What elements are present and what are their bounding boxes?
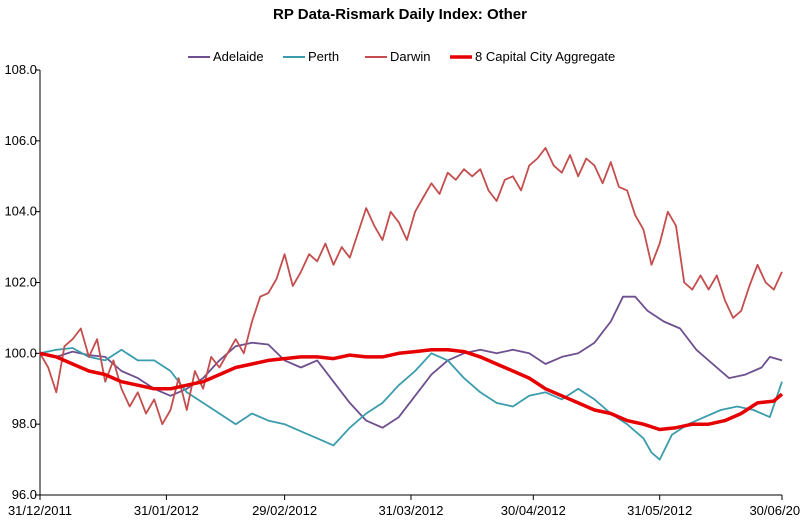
x-axis-ticks: 31/12/2011 31/01/2012 29/02/2012 31/03/2012… (8, 495, 800, 518)
legend: Adelaide Perth Darwin 8 Capital City Aggreg… (188, 49, 615, 64)
x-tick-label: 31/12/2011 (8, 503, 72, 518)
y-tick-label: 98.0 (12, 416, 37, 431)
x-tick-label: 31/03/2012 (378, 503, 443, 518)
legend-label-8-capital-city-aggregate: 8 Capital City Aggregate (475, 49, 615, 64)
legend-label-perth: Perth (308, 49, 339, 64)
x-tick-label: 30/04/2012 (501, 503, 566, 518)
chart-title: RP Data-Rismark Daily Index: Other (273, 6, 527, 23)
y-axis-ticks: 96.0 98.0 100.0 102.0 104.0 106.0 108.0 (4, 62, 40, 502)
legend-label-darwin: Darwin (390, 49, 430, 64)
series-group (39, 147, 784, 461)
axes (39, 70, 782, 496)
y-tick-label: 100.0 (4, 345, 37, 360)
x-tick-label: 31/01/2012 (134, 503, 199, 518)
series-line-darwin (39, 147, 783, 426)
x-tick-label: 29/02/2012 (252, 503, 317, 518)
y-tick-label: 104.0 (4, 204, 37, 219)
y-tick-label: 106.0 (4, 133, 37, 148)
y-tick-label: 102.0 (4, 275, 37, 290)
y-tick-label: 96.0 (12, 487, 37, 502)
series-line-8-capital-city-aggregate (39, 348, 784, 432)
x-tick-label: 30/06/2012 (749, 503, 800, 518)
series-line-perth (39, 347, 783, 461)
x-tick-label: 31/05/2012 (627, 503, 692, 518)
y-tick-label: 108.0 (4, 62, 37, 77)
legend-label-adelaide: Adelaide (213, 49, 264, 64)
series-line-adelaide (39, 295, 783, 429)
